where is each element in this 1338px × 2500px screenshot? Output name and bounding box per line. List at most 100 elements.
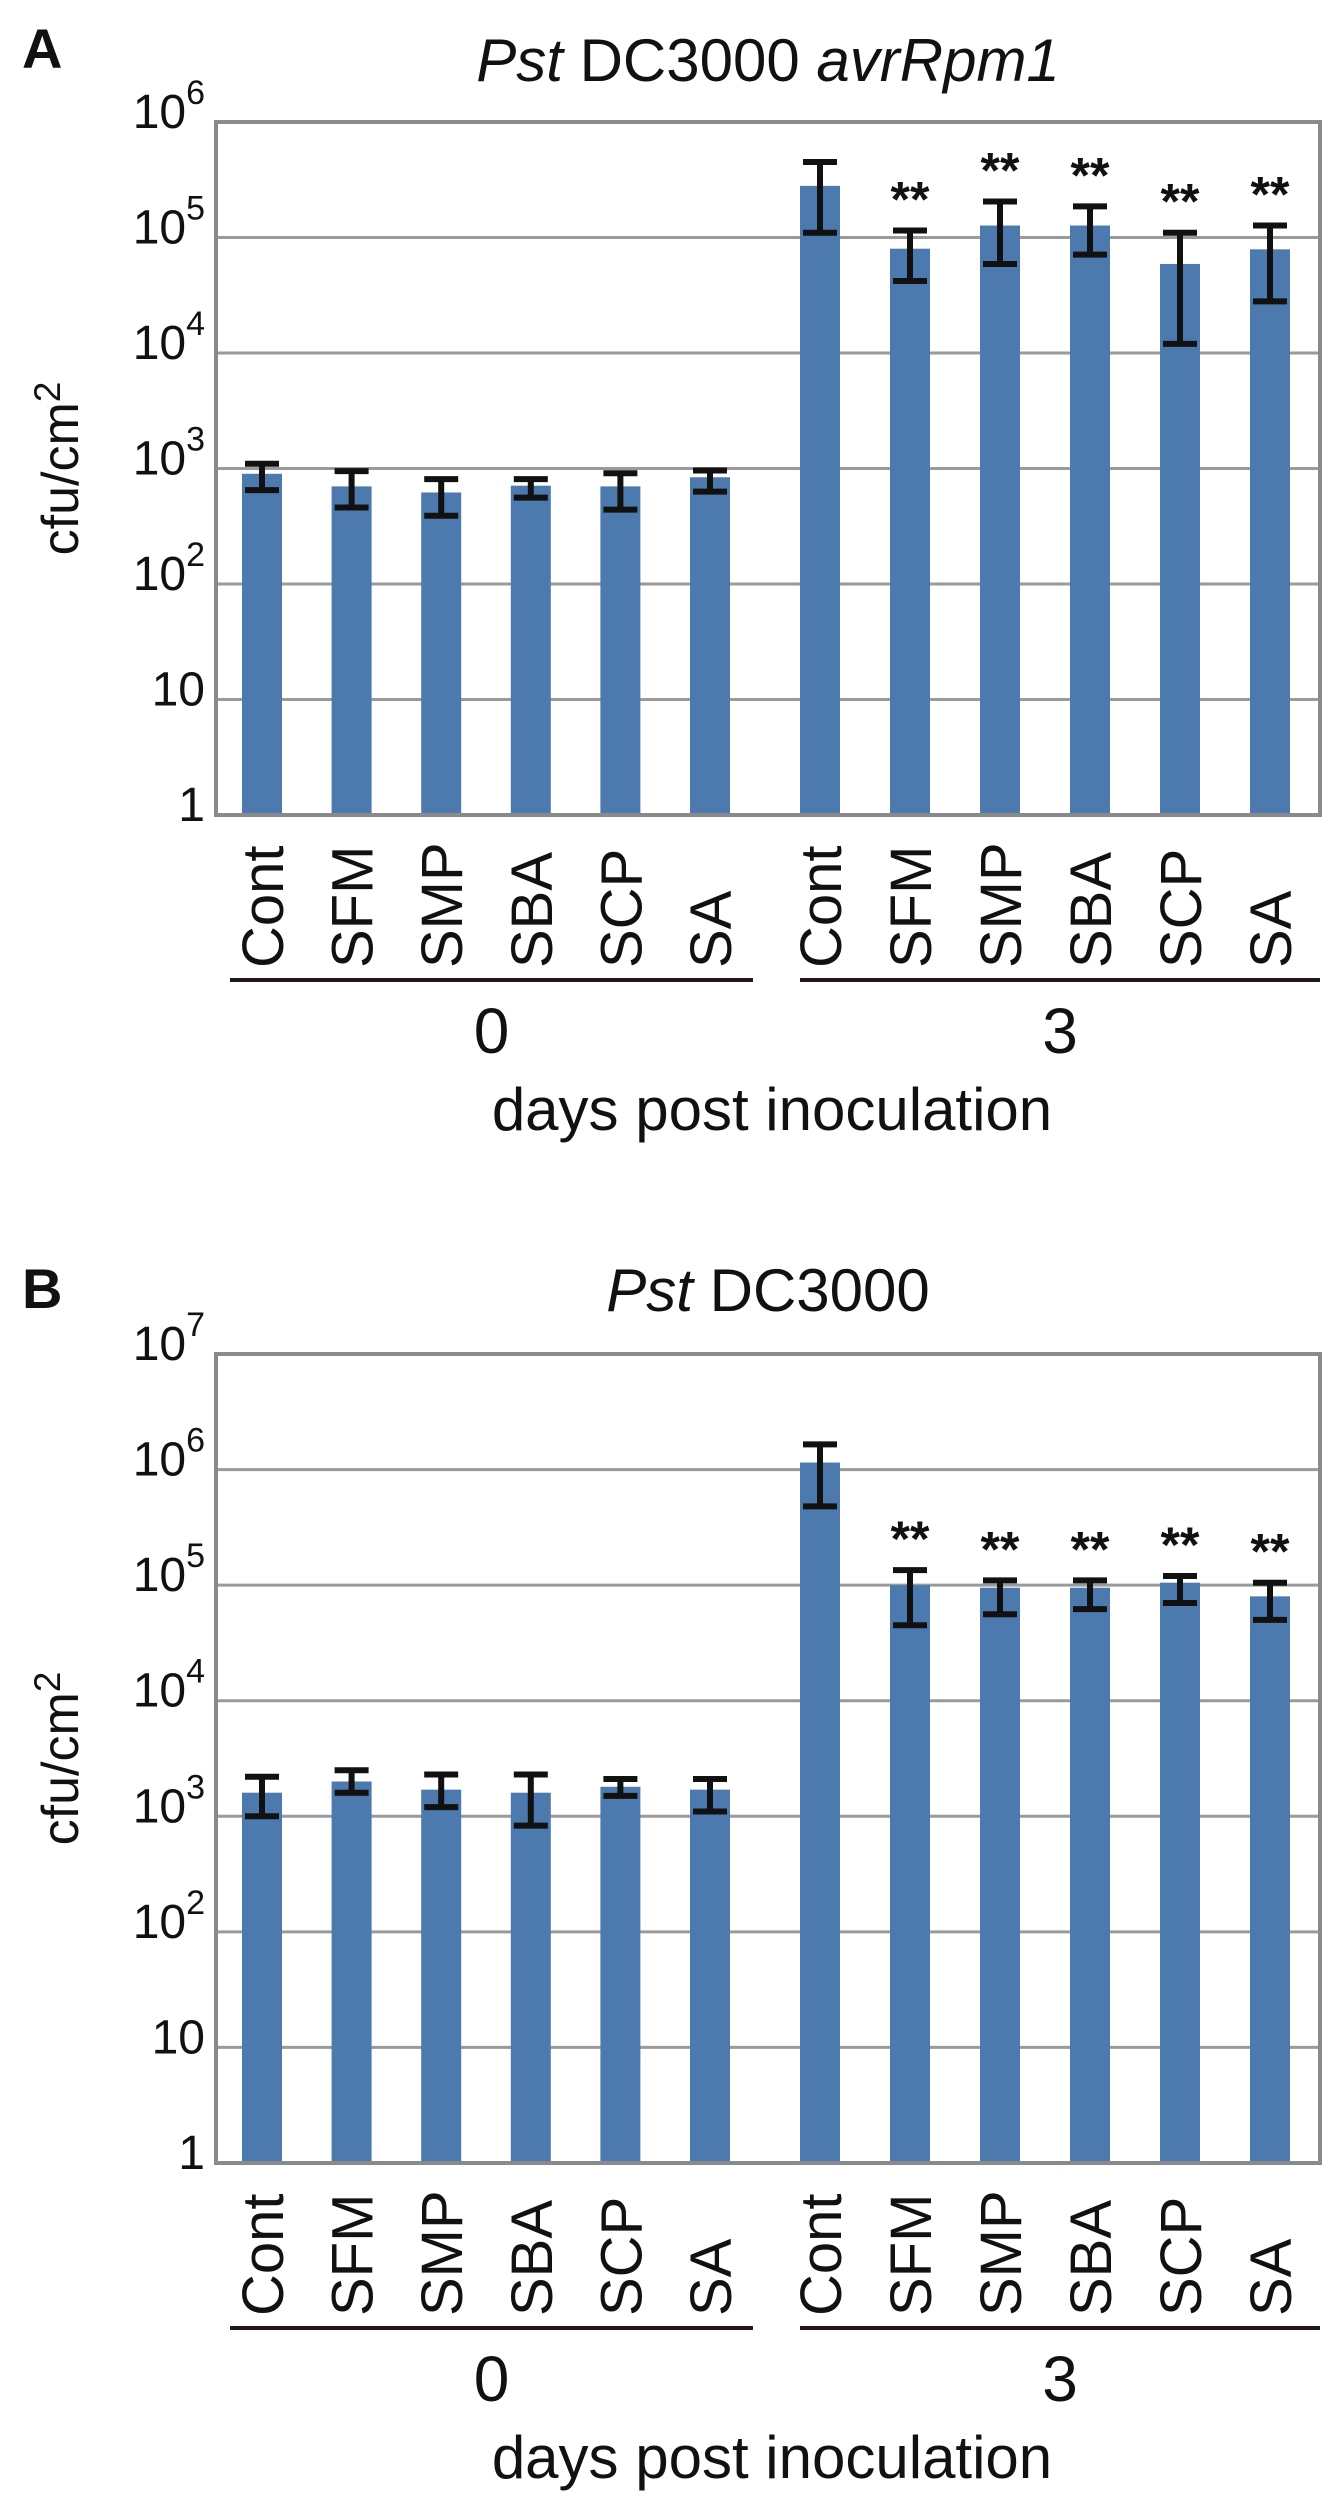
x-tick-label: SA bbox=[679, 2238, 744, 2316]
error-bar bbox=[893, 227, 927, 285]
error-bar bbox=[1253, 1579, 1287, 1623]
x-tick-label: SA bbox=[1239, 890, 1304, 968]
y-tick-label: 1 bbox=[178, 779, 205, 832]
panel-a-title: Pst DC3000 avrRpm1 bbox=[216, 26, 1320, 95]
x-tick-label: SBA bbox=[1059, 852, 1124, 968]
error-bar bbox=[245, 460, 279, 494]
significance-marker: ** bbox=[1251, 1524, 1290, 1580]
bar bbox=[1070, 1587, 1110, 2163]
x-tick-label: SBA bbox=[500, 2200, 565, 2316]
x-tick-label: SMP bbox=[969, 2190, 1034, 2316]
bar bbox=[331, 1781, 372, 2163]
x-tick-label: SCP bbox=[1149, 2197, 1214, 2316]
y-tick-label: 10 bbox=[152, 664, 205, 717]
title-segment: avrRpm1 bbox=[816, 27, 1060, 94]
y-tick-label: 105 bbox=[133, 1537, 205, 1602]
group-label: 3 bbox=[1042, 995, 1078, 1067]
x-tick-label: SFM bbox=[321, 846, 386, 968]
bar bbox=[1160, 263, 1200, 816]
x-tick-label: Cont bbox=[231, 2193, 296, 2316]
bar bbox=[980, 1587, 1020, 2163]
error-bar bbox=[1073, 203, 1107, 258]
error-bar bbox=[245, 1773, 279, 1820]
x-tick-label: SCP bbox=[589, 849, 654, 968]
x-tick-label: SBA bbox=[500, 852, 565, 968]
panel-a-label: A bbox=[22, 17, 63, 80]
x-tick-label: Cont bbox=[789, 2193, 854, 2316]
significance-marker: ** bbox=[1251, 167, 1290, 223]
error-bar bbox=[693, 1776, 727, 1815]
x-tick-label: SMP bbox=[410, 2190, 475, 2316]
error-bar bbox=[513, 1771, 548, 1829]
bar bbox=[421, 1789, 462, 2163]
y-tick-label: 103 bbox=[133, 1768, 205, 1833]
x-tick-label: SA bbox=[1239, 2238, 1304, 2316]
y-tick-label: 104 bbox=[133, 1653, 205, 1718]
bar bbox=[800, 1462, 840, 2163]
error-bar bbox=[424, 1771, 459, 1811]
error-bar bbox=[1163, 1572, 1197, 1607]
x-axis-label: days post inoculation bbox=[492, 1076, 1052, 1143]
group-label: 0 bbox=[474, 2343, 510, 2415]
y-tick-label: 105 bbox=[133, 190, 205, 255]
x-tick-label: SCP bbox=[589, 2197, 654, 2316]
error-bar bbox=[693, 467, 727, 495]
y-tick-label: 103 bbox=[133, 421, 205, 486]
panel-b: B Pst DC3000 107 106 105 104 103 102 10 1 cfu/cm… bbox=[0, 1250, 1338, 2500]
title-segment: DC3000 bbox=[692, 1257, 930, 1324]
significance-marker: ** bbox=[891, 171, 930, 227]
error-bar bbox=[1073, 1577, 1107, 1613]
title-segment: Pst bbox=[476, 27, 563, 94]
error-bar bbox=[334, 1767, 369, 1796]
x-tick-label: SMP bbox=[410, 842, 475, 968]
bar bbox=[1070, 225, 1110, 815]
x-tick-label: SMP bbox=[969, 842, 1034, 968]
bar bbox=[331, 486, 372, 815]
significance-marker: ** bbox=[981, 142, 1020, 198]
plot-frame bbox=[214, 1352, 1322, 2165]
error-bar bbox=[983, 198, 1017, 267]
bar bbox=[890, 248, 930, 815]
title-segment: DC3000 bbox=[562, 27, 817, 94]
y-tick-label: 1 bbox=[178, 2127, 205, 2180]
significance-marker: ** bbox=[981, 1521, 1020, 1577]
y-tick-label: 106 bbox=[133, 1422, 205, 1487]
error-bar bbox=[603, 470, 638, 513]
significance-marker: ** bbox=[891, 1511, 930, 1567]
error-bar bbox=[1163, 229, 1197, 347]
bar bbox=[510, 485, 551, 815]
bar bbox=[1250, 1596, 1290, 2163]
bar bbox=[690, 477, 730, 815]
error-bar bbox=[1253, 222, 1287, 305]
panel-b-label: B bbox=[22, 1257, 63, 1320]
bar bbox=[1250, 249, 1290, 815]
significance-marker: ** bbox=[1071, 147, 1110, 203]
x-tick-label: SCP bbox=[1149, 849, 1214, 968]
title-segment: Pst bbox=[606, 1257, 693, 1324]
bar bbox=[800, 185, 840, 815]
panel-a: A Pst DC3000 avrRpm1 106 105 104 103 102 10 1 c… bbox=[22, 17, 1322, 1143]
error-bar bbox=[513, 476, 548, 501]
bar bbox=[600, 1786, 641, 2163]
x-tick-label: SA bbox=[679, 890, 744, 968]
y-tick-label: 102 bbox=[133, 536, 205, 601]
y-tick-label: 10 bbox=[152, 2011, 205, 2064]
error-bar bbox=[803, 1441, 837, 1510]
significance-marker: ** bbox=[1071, 1521, 1110, 1577]
significance-marker: ** bbox=[1161, 174, 1200, 230]
x-tick-label: Cont bbox=[789, 845, 854, 968]
bar bbox=[242, 1792, 282, 2163]
y-axis-label: cfu/cm2 bbox=[27, 1672, 90, 1846]
x-axis-label: days post inoculation bbox=[492, 2424, 1052, 2491]
bar bbox=[690, 1789, 730, 2163]
panel-b-title: Pst DC3000 bbox=[216, 1256, 1320, 1325]
group-label: 3 bbox=[1042, 2343, 1078, 2415]
x-tick-label: SFM bbox=[321, 2194, 386, 2316]
bar bbox=[980, 225, 1020, 815]
bar bbox=[600, 486, 641, 815]
y-tick-label: 102 bbox=[133, 1884, 205, 1949]
bar bbox=[510, 1792, 551, 2163]
y-tick-label: 106 bbox=[133, 74, 205, 139]
